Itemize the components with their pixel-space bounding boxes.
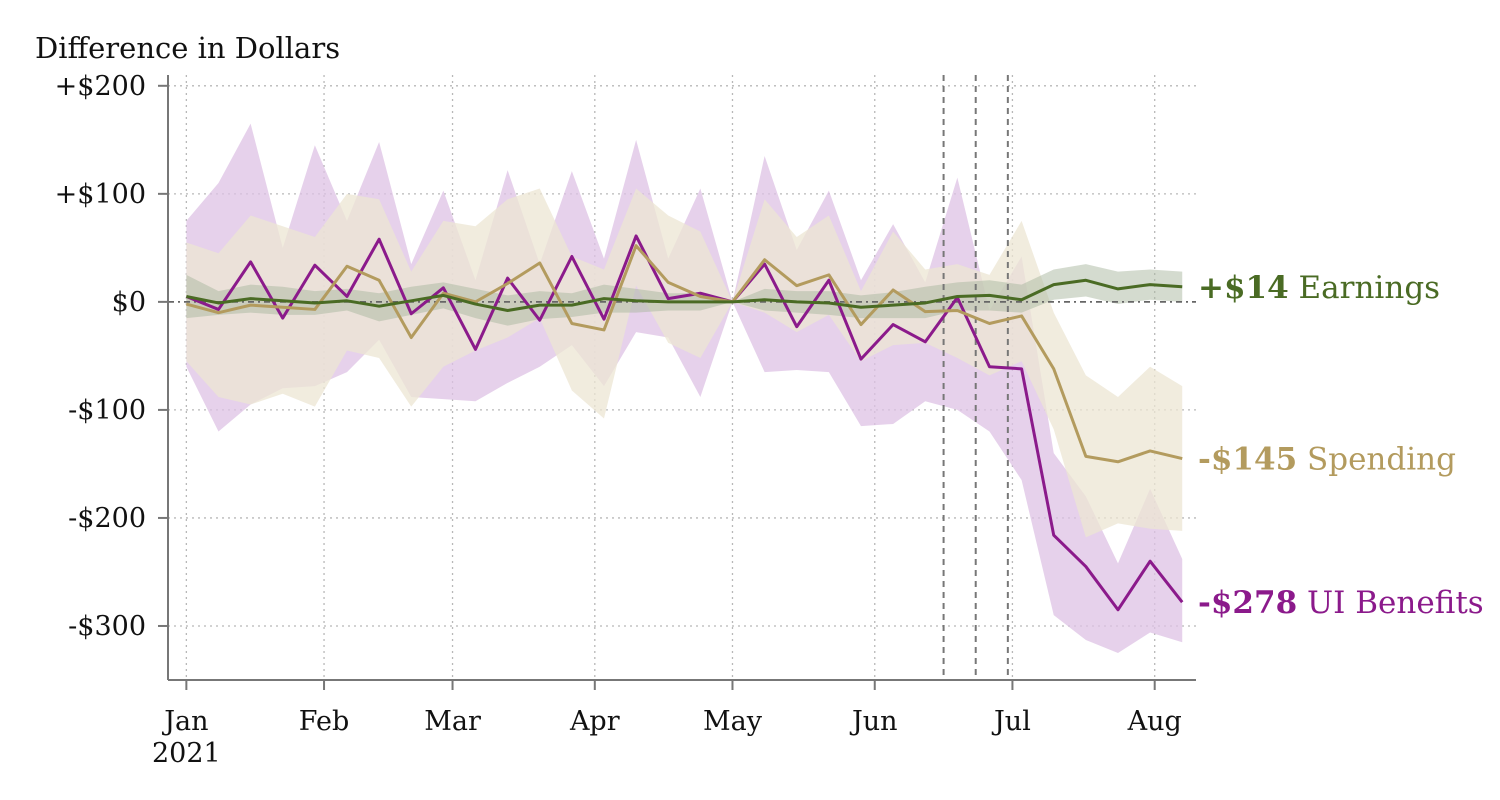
y-tick-label: -$300 — [68, 611, 146, 642]
confidence-bands — [186, 123, 1183, 653]
end-label-ui-benefits: -$278 UI Benefits — [1198, 585, 1484, 621]
x-tick-label: Mar — [424, 706, 481, 737]
x-tick-label: Apr — [569, 706, 620, 737]
y-tick-label: $0 — [112, 287, 146, 318]
end-label-series-name: Earnings — [1289, 270, 1440, 306]
y-axis-title: Difference in Dollars — [35, 31, 340, 65]
y-tick-label: +$200 — [55, 71, 146, 102]
x-tick-label: Feb — [299, 706, 350, 737]
x-tick-label: Jan — [161, 706, 208, 737]
confidence-band-ui-benefits — [186, 123, 1183, 653]
y-tick-label: +$100 — [55, 179, 146, 210]
x-tick-label: Jul — [991, 706, 1031, 737]
end-label-value: +$14 — [1198, 270, 1289, 306]
confidence-band-spending — [186, 188, 1183, 538]
series-line-ui-benefits — [185, 234, 1184, 612]
end-label-series-name: UI Benefits — [1297, 585, 1484, 621]
series-lines — [185, 234, 1184, 612]
series-line-earnings — [186, 278, 1183, 313]
end-label-value: -$145 — [1198, 442, 1297, 478]
end-label-series-name: Spending — [1297, 442, 1456, 478]
y-tick-label: -$100 — [68, 395, 146, 426]
x-tick-label: Aug — [1127, 706, 1182, 737]
end-label-value: -$278 — [1198, 585, 1297, 621]
end-label-spending: -$145 Spending — [1198, 442, 1456, 478]
end-labels: -$278 UI Benefits -$145 Spending +$14 Earn… — [1198, 270, 1484, 621]
y-tick-label: -$200 — [68, 503, 146, 534]
x-tick-sublabel: 2021 — [152, 738, 221, 769]
series-line-spending — [185, 244, 1183, 464]
x-tick-label: Jun — [849, 706, 898, 737]
end-label-earnings: +$14 Earnings — [1198, 270, 1440, 306]
x-tick-label: May — [703, 706, 763, 737]
